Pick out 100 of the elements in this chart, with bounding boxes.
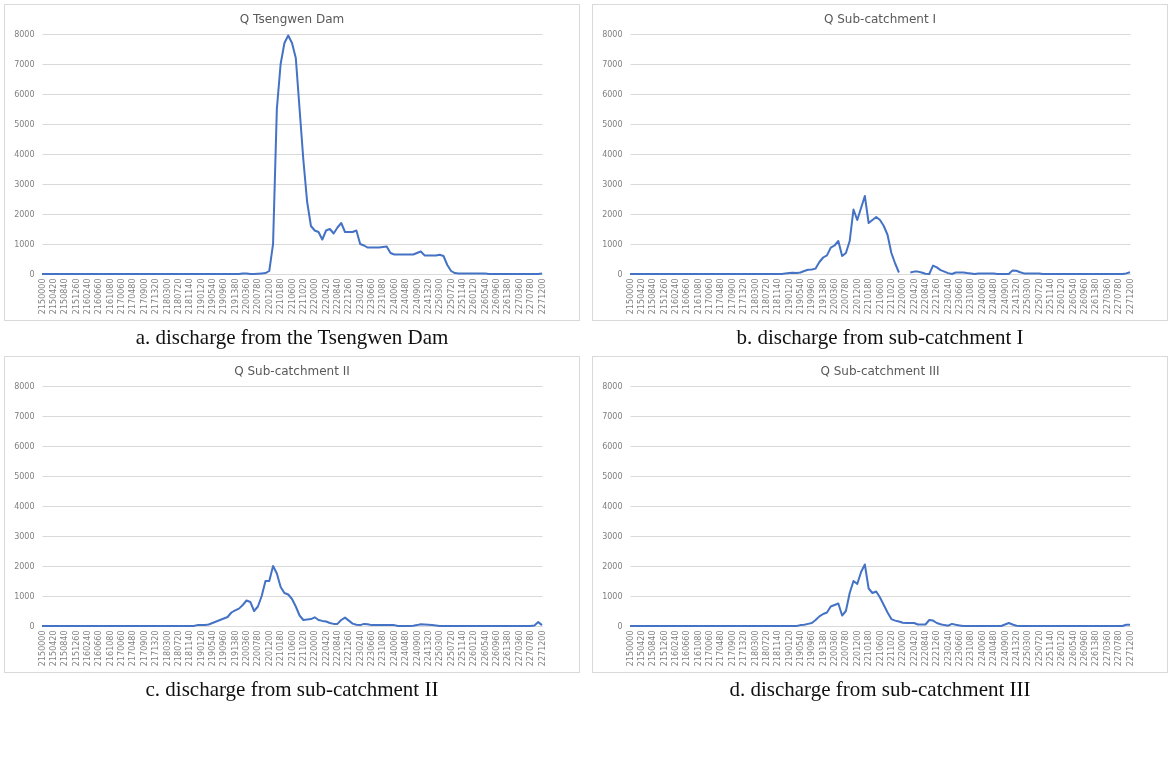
x-tick-label: 2190120: [784, 278, 794, 315]
text: d. discharge from sub-catchment III: [729, 677, 1031, 702]
x-tick-label: 2170480: [716, 630, 726, 667]
x-tick-label: 2220420: [321, 630, 331, 667]
x-tick-label: 2170060: [117, 630, 127, 667]
x-tick-label: 2190540: [795, 278, 805, 315]
x-tick-label: 2210600: [287, 630, 297, 667]
x-tick-label: 2150000: [625, 630, 635, 667]
x-tick-label: 2170060: [705, 630, 715, 667]
y-tick-label: 1000: [602, 591, 623, 601]
x-tick-label: 2181140: [185, 278, 195, 315]
x-tick-label: 2161080: [693, 630, 703, 667]
x-tick-label: 2271200: [1125, 278, 1135, 315]
x-tick-label: 2241320: [423, 630, 433, 667]
x-tick-label: 2180300: [750, 630, 760, 667]
chart-title: Q Tsengwen Dam: [239, 12, 345, 26]
x-tick-label: 2210180: [864, 278, 874, 315]
x-tick-label: 2170480: [716, 278, 726, 315]
y-tick-label: 0: [617, 621, 623, 631]
x-tick-label: 2260960: [1080, 278, 1090, 315]
y-tick-label: 6000: [14, 441, 35, 451]
x-tick-label: 2170480: [128, 278, 138, 315]
x-tick-label: 2221260: [344, 630, 354, 667]
x-tick-label: 2190540: [207, 278, 217, 315]
x-tick-label: 2261380: [503, 278, 513, 315]
x-tick-label: 2170060: [117, 278, 127, 315]
x-tick-label: 2241320: [1011, 278, 1021, 315]
y-tick-label: 1000: [602, 239, 623, 249]
x-tick-label: 2190960: [807, 630, 817, 667]
x-tick-label: 2220840: [332, 630, 342, 667]
x-tick-label: 2201200: [264, 630, 274, 667]
x-tick-label: 2151260: [71, 278, 81, 315]
x-tick-label: 2271200: [537, 278, 547, 315]
y-tick-label: 4000: [602, 501, 623, 511]
x-tick-label: 2181140: [773, 630, 783, 667]
x-tick-label: 2160240: [670, 278, 680, 315]
x-tick-label: 2211020: [298, 630, 308, 667]
chart-title: Q Sub-catchment III: [820, 364, 940, 378]
x-tick-label: 2221260: [932, 278, 942, 315]
x-tick-label: 2241320: [1011, 630, 1021, 667]
x-tick-label: 2250720: [446, 630, 456, 667]
x-tick-label: 2260120: [469, 630, 479, 667]
x-tick-label: 2150420: [636, 630, 646, 667]
x-tick-label: 2240060: [389, 278, 399, 315]
x-tick-label: 2220420: [321, 278, 331, 315]
x-tick-label: 2270360: [514, 630, 524, 667]
x-tick-label: 2270360: [1102, 278, 1112, 315]
x-tick-label: 2210180: [864, 630, 874, 667]
x-tick-label: 2151260: [659, 278, 669, 315]
x-tick-label: 2270780: [526, 278, 536, 315]
y-tick-label: 5000: [602, 119, 623, 129]
text: b. discharge from sub-catchment I: [736, 325, 1024, 350]
x-tick-label: 2150000: [37, 630, 47, 667]
x-tick-label: 2180720: [761, 278, 771, 315]
x-tick-label: 2240900: [1000, 630, 1010, 667]
x-tick-label: 2240480: [989, 630, 999, 667]
x-tick-label: 2220000: [310, 278, 320, 315]
x-tick-label: 2150840: [60, 630, 70, 667]
y-tick-label: 5000: [602, 471, 623, 481]
x-tick-label: 2251140: [1045, 630, 1055, 667]
x-tick-label: 2150840: [648, 278, 658, 315]
y-tick-label: 3000: [14, 531, 35, 541]
x-tick-label: 2200360: [242, 630, 252, 667]
x-tick-label: 2170900: [727, 630, 737, 667]
x-tick-label: 2230660: [955, 278, 965, 315]
y-tick-label: 4000: [14, 149, 35, 159]
y-tick-label: 2000: [14, 561, 35, 571]
x-tick-label: 2260540: [480, 630, 490, 667]
x-tick-label: 2180300: [162, 278, 172, 315]
x-tick-label: 2211020: [886, 278, 896, 315]
x-tick-label: 2270780: [1114, 278, 1124, 315]
y-tick-label: 1000: [14, 239, 35, 249]
y-tick-label: 4000: [602, 149, 623, 159]
y-tick-label: 5000: [14, 471, 35, 481]
y-tick-label: 6000: [14, 89, 35, 99]
x-tick-label: 2150840: [648, 630, 658, 667]
x-tick-label: 2230240: [943, 278, 953, 315]
x-tick-label: 2200360: [830, 630, 840, 667]
y-tick-label: 7000: [14, 411, 35, 421]
x-tick-label: 2271200: [537, 630, 547, 667]
x-tick-label: 2171320: [739, 278, 749, 315]
y-tick-label: 0: [29, 269, 35, 279]
x-tick-label: 2190540: [207, 630, 217, 667]
x-tick-label: 2260960: [492, 278, 502, 315]
x-tick-label: 2240480: [401, 630, 411, 667]
x-tick-label: 2260540: [480, 278, 490, 315]
x-tick-label: 2220420: [909, 630, 919, 667]
x-tick-label: 2160660: [682, 630, 692, 667]
x-tick-label: 2251140: [457, 630, 467, 667]
x-tick-label: 2190540: [795, 630, 805, 667]
x-tick-label: 2231080: [378, 630, 388, 667]
y-tick-label: 0: [617, 269, 623, 279]
x-tick-label: 2201200: [264, 278, 274, 315]
y-tick-label: 2000: [602, 209, 623, 219]
x-tick-label: 2190120: [196, 630, 206, 667]
x-tick-label: 2240480: [401, 278, 411, 315]
y-tick-label: 8000: [14, 381, 35, 391]
x-tick-label: 2170900: [139, 278, 149, 315]
x-tick-label: 2251140: [457, 278, 467, 315]
x-tick-label: 2220420: [909, 278, 919, 315]
